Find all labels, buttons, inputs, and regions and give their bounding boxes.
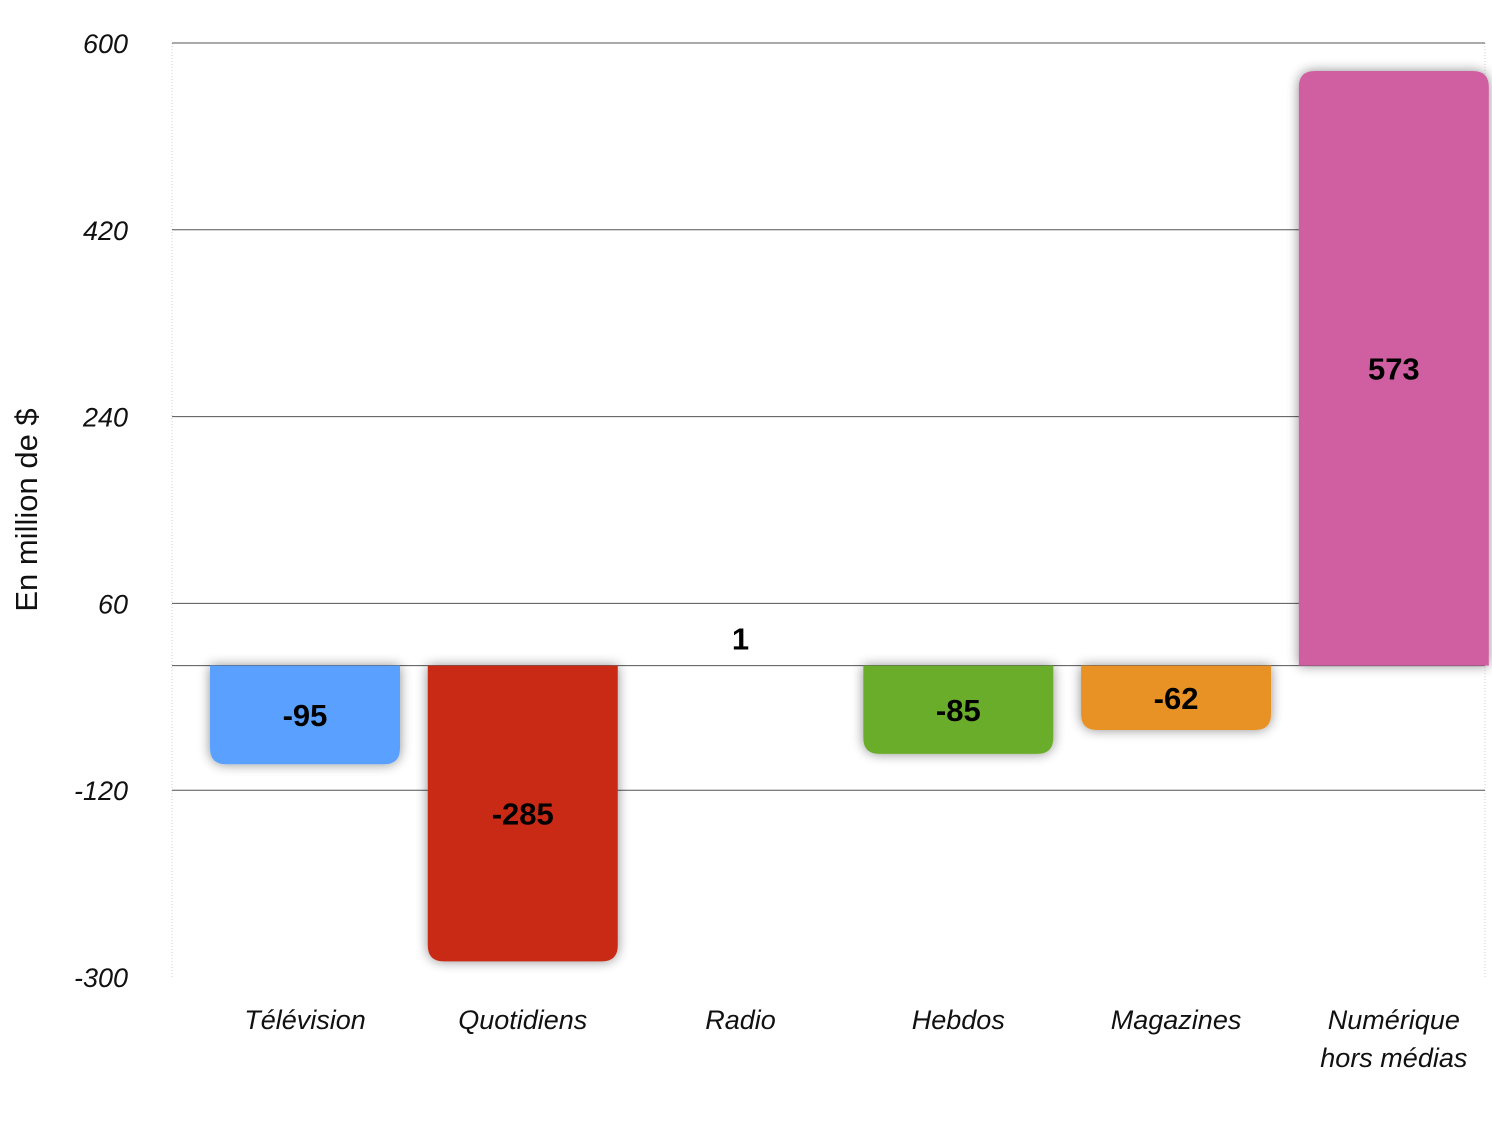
data-label: 1	[732, 622, 749, 657]
data-label: 573	[1368, 351, 1420, 386]
gridlines	[171, 42, 1486, 977]
bar	[427, 665, 618, 962]
x-category-label: Télévision	[244, 1005, 366, 1035]
bar	[1081, 665, 1272, 731]
y-tick-label: -120	[74, 776, 128, 806]
y-axis-title: En million de $	[9, 408, 44, 611]
bars	[210, 71, 1489, 962]
y-tick-label: -300	[74, 963, 128, 993]
x-category-label: Magazines	[1111, 1005, 1242, 1035]
x-category-label: Hebdos	[912, 1005, 1005, 1035]
data-label: -95	[283, 698, 328, 733]
bar	[1298, 71, 1489, 666]
data-label: -62	[1154, 681, 1199, 716]
y-tick-label: 240	[82, 403, 128, 433]
bar	[210, 665, 400, 765]
y-tick-label: 420	[83, 216, 128, 246]
data-labels: -95 -285 1 -85 -62 573	[283, 351, 1420, 831]
bar	[863, 665, 1054, 754]
x-category-label: Numérique hors médias	[1320, 1005, 1467, 1073]
data-label: -285	[492, 797, 554, 832]
x-category-label: Radio	[705, 1005, 776, 1035]
y-tick-label: 600	[83, 29, 128, 59]
x-axis-categories: Télévision Quotidiens Radio Hebdos Magazines…	[244, 1005, 1467, 1073]
y-axis-ticks: 600 420 240 60 -120 -300	[74, 29, 128, 993]
x-category-label: Quotidiens	[458, 1005, 587, 1035]
y-tick-label: 60	[98, 589, 128, 619]
data-label: -85	[936, 693, 981, 728]
